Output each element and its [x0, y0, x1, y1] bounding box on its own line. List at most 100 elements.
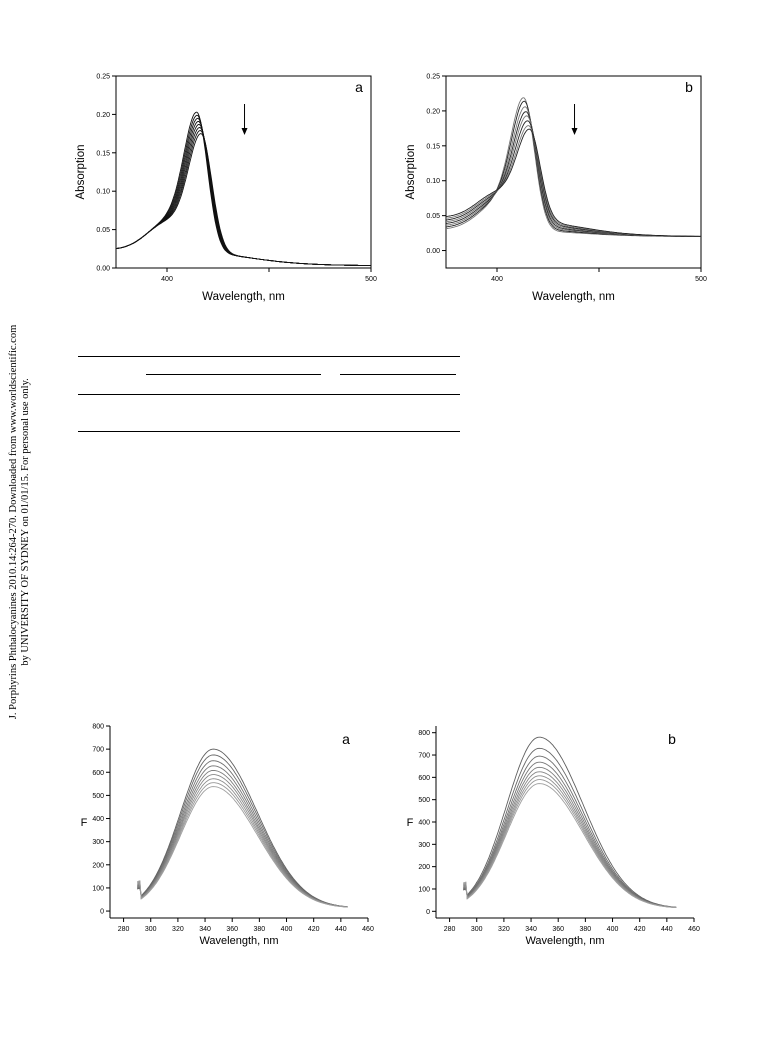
y-tick-label: 300 — [92, 839, 104, 846]
series-line — [137, 760, 348, 908]
x-tick-label: 500 — [365, 276, 377, 283]
y-tick-label: 100 — [418, 886, 430, 893]
y-tick-label: 0.15 — [96, 150, 110, 157]
x-axis-label: Wavelength, nm — [199, 935, 278, 947]
series-line — [137, 786, 348, 908]
y-tick-label: 600 — [92, 770, 104, 777]
y-tick-label: 0 — [426, 909, 430, 916]
x-tick-label: 500 — [695, 276, 707, 283]
y-tick-label: 0.10 — [426, 178, 440, 185]
y-tick-label: 400 — [92, 816, 104, 823]
y-tick-label: 0.25 — [96, 74, 110, 81]
absorption-chart-b: 0.00 0.05 0.10 0.15 0.20 0.25 400 500 Wavelength… — [400, 68, 710, 304]
x-tick-label: 300 — [145, 926, 157, 933]
series-line — [115, 127, 371, 266]
y-axis-label: F — [81, 817, 88, 829]
series-line — [463, 755, 677, 908]
series-line — [115, 111, 371, 266]
plot-frame — [445, 75, 702, 269]
x-tick-label: 460 — [688, 926, 700, 933]
plot-frame — [115, 75, 372, 269]
series-line — [463, 747, 677, 908]
series-line — [115, 114, 371, 266]
x-tick-label: 320 — [498, 926, 510, 933]
fluorescence-chart-b: 0 100 200 300 400 500 600 700 800 280 300 320 340 360… — [400, 718, 700, 954]
x-tick-label: 420 — [308, 926, 320, 933]
y-tick-label: 0.00 — [96, 266, 110, 273]
table-rule-top — [78, 356, 460, 357]
x-tick-label: 280 — [118, 926, 130, 933]
series-line — [445, 100, 701, 237]
panel-label: b — [668, 731, 676, 747]
x-tick-label: 380 — [254, 926, 266, 933]
y-tick-label: 0.00 — [426, 248, 440, 255]
y-axis-label: Absorption — [405, 145, 417, 200]
y-tick-label: 0.20 — [96, 112, 110, 119]
x-tick-label: 320 — [172, 926, 184, 933]
y-axis-label: F — [407, 817, 414, 829]
x-tick-label: 400 — [491, 276, 503, 283]
x-tick-label: 380 — [580, 926, 592, 933]
y-tick-label: 400 — [418, 820, 430, 827]
x-tick-label: 440 — [661, 926, 673, 933]
table-rule-bottom — [78, 431, 460, 432]
download-note-text: J. Porphyrins Phthalocyanines 2010.14:26… — [8, 162, 32, 882]
x-tick-label: 340 — [525, 926, 537, 933]
y-tick-label: 600 — [418, 775, 430, 782]
x-tick-label: 440 — [335, 926, 347, 933]
series-line — [463, 761, 677, 908]
x-tick-label: 340 — [199, 926, 211, 933]
y-tick-label: 0.05 — [96, 227, 110, 234]
x-tick-label: 300 — [471, 926, 483, 933]
x-tick-label: 280 — [444, 926, 456, 933]
series-line — [463, 779, 677, 909]
y-tick-label: 700 — [92, 747, 104, 754]
x-tick-label: 400 — [281, 926, 293, 933]
series-line — [445, 125, 701, 237]
plot-svg: 0.00 0.05 0.10 0.15 0.20 0.25 400 500 Wavelength… — [405, 74, 707, 304]
y-tick-label: 0.10 — [96, 189, 110, 196]
series-line — [137, 765, 348, 908]
x-tick-label: 460 — [362, 926, 374, 933]
fluorescence-chart-a: 0 100 200 300 400 500 600 700 800 280 300 320 340 360… — [74, 718, 374, 954]
y-tick-label: 0 — [100, 909, 104, 916]
plot-svg: 0 100 200 300 400 500 600 700 800 280 300 320 340 360… — [407, 726, 700, 947]
series-line — [115, 130, 371, 266]
y-tick-label: 300 — [418, 842, 430, 849]
x-axis-label: Wavelength, nm — [525, 935, 604, 947]
y-tick-label: 0.25 — [426, 74, 440, 81]
y-tick-label: 800 — [418, 730, 430, 737]
y-tick-label: 100 — [92, 885, 104, 892]
download-note-line2: by UNIVERSITY OF SYDNEY on 01/01/15. For… — [20, 378, 31, 666]
y-tick-label: 200 — [418, 864, 430, 871]
series-line — [463, 736, 677, 908]
series-line — [463, 783, 677, 909]
series-line — [115, 120, 371, 266]
x-axis-label: Wavelength, nm — [202, 291, 285, 303]
panel-label: b — [685, 79, 693, 95]
series-line — [115, 123, 371, 266]
series-line — [445, 120, 701, 237]
series-line — [445, 106, 701, 237]
plot-svg: 0 100 200 300 400 500 600 700 800 280 300 320 340 360… — [81, 724, 374, 948]
series-line — [137, 754, 348, 908]
table-rule-middle — [78, 394, 460, 395]
y-tick-label: 700 — [418, 753, 430, 760]
y-tick-label: 500 — [92, 793, 104, 800]
series-line — [115, 117, 371, 266]
y-tick-label: 500 — [418, 797, 430, 804]
y-tick-label: 0.15 — [426, 143, 440, 150]
y-tick-label: 800 — [92, 724, 104, 731]
plot-svg: 0.00 0.05 0.10 0.15 0.20 0.25 400 500 Wavelength… — [75, 74, 377, 304]
table-rule-sub-left — [146, 374, 321, 375]
series-line — [137, 748, 348, 908]
y-axis-label: Absorption — [75, 145, 87, 200]
x-axis-label: Wavelength, nm — [532, 291, 615, 303]
trend-arrowhead — [241, 128, 248, 135]
x-tick-label: 420 — [634, 926, 646, 933]
series-line — [445, 97, 701, 237]
absorption-chart-a: 0.00 0.05 0.10 0.15 0.20 0.25 400 500 Wavelength… — [70, 68, 380, 304]
series-line — [445, 128, 701, 237]
panel-label: a — [355, 79, 363, 95]
x-tick-label: 360 — [226, 926, 238, 933]
